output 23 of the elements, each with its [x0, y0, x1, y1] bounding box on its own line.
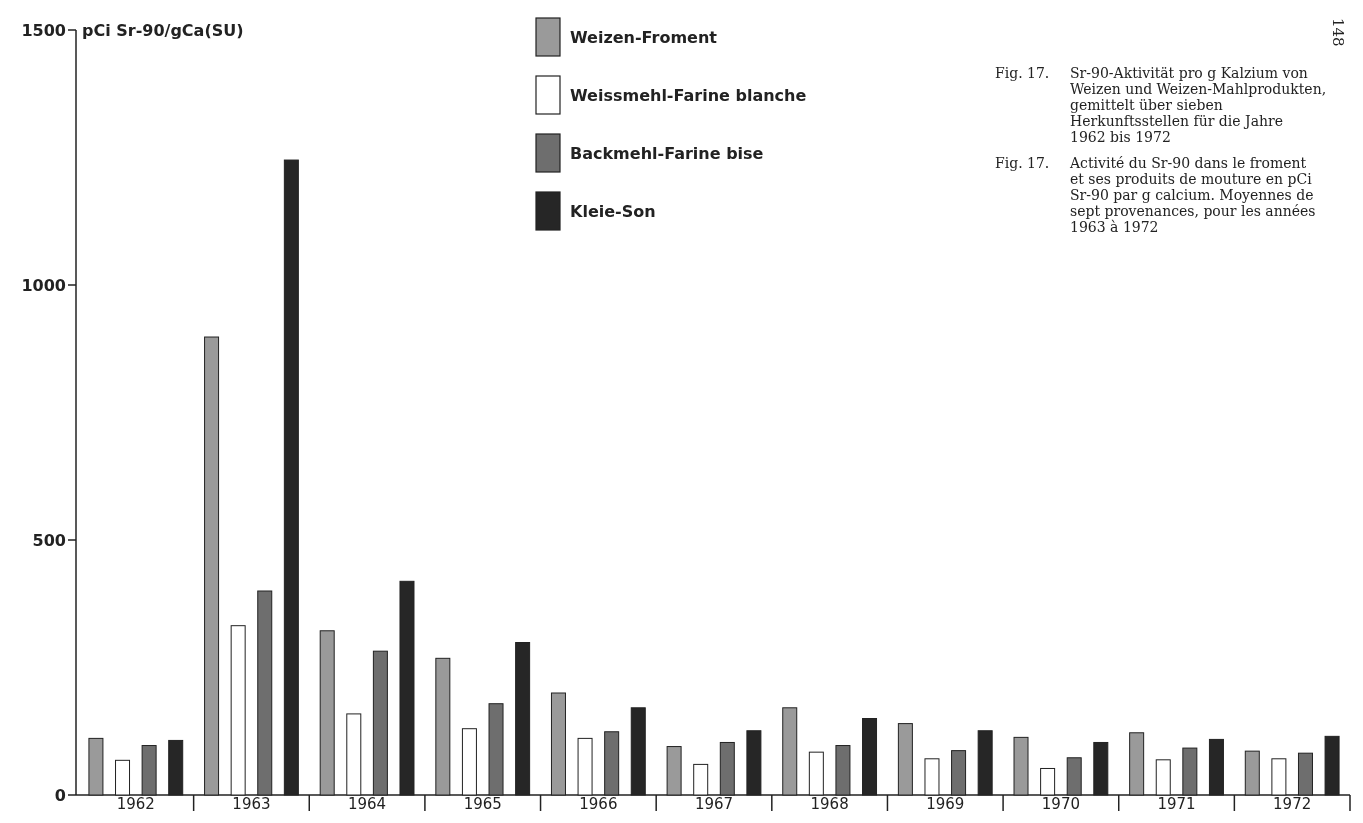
y-axis-title: pCi Sr-90/gCa(SU) [82, 20, 244, 40]
legend-label: Weizen-Froment [570, 27, 718, 47]
x-tick-label: 1963 [232, 795, 271, 813]
legend-label: Backmehl-Farine bise [570, 143, 764, 163]
y-tick-label: 1000 [21, 275, 66, 295]
y-tick-label: 500 [32, 530, 66, 550]
y-tick-label: 0 [54, 785, 66, 805]
x-tick-label: 1964 [348, 795, 387, 813]
legend-label: Weissmehl-Farine blanche [570, 85, 807, 105]
x-tick-label: 1969 [926, 795, 965, 813]
text: Fig. 17. Activité du Sr-90 dans le froment et ses produits de mouture en pCi Sr-90 par g calcium. Moyennes de sept provenances, pour les années 1963 à 1972 [995, 155, 1316, 235]
text: Fig. 17. Sr-90-Aktivität pro g Kalzium von Weizen und Weizen-Mahlprodukten, gemittelt über sieben Herkunftsstellen für die Jahre 1962 bis 1972 [995, 65, 1327, 145]
x-tick-label: 1972 [1273, 795, 1312, 813]
x-tick-label: 1967 [694, 795, 734, 813]
x-tick-label: 1971 [1157, 795, 1196, 813]
x-tick-label: 1965 [463, 795, 502, 813]
x-tick-label: 1966 [579, 795, 618, 813]
x-tick-label: 1968 [810, 795, 849, 813]
x-tick-label: 1962 [116, 795, 155, 813]
legend-label: Kleie-Son [570, 201, 656, 221]
annotation: 148 [1329, 18, 1347, 47]
x-tick-label: 1970 [1041, 795, 1080, 813]
y-tick-label: 1500 [21, 20, 66, 40]
